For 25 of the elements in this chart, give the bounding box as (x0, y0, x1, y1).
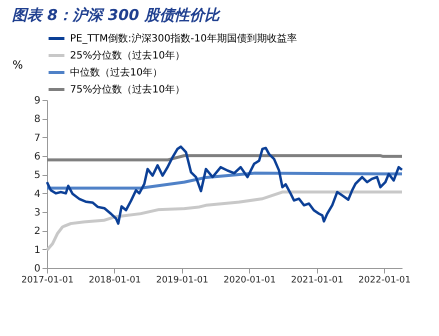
x-tick-label: 2018-01-01 (88, 276, 142, 286)
line-series (46, 190, 404, 252)
x-tick-label: 2021-01-01 (291, 276, 344, 286)
legend-label: 中位数（过去10年） (70, 66, 163, 78)
y-tick-label: 0 (34, 264, 40, 274)
line-series (46, 145, 404, 225)
y-tick-label: 1 (34, 244, 40, 256)
y-tick-label: 2 (34, 226, 40, 238)
y-tick-label: 5 (34, 170, 40, 182)
legend-label: 25%分位数（过去10年） (70, 50, 185, 62)
line-series (46, 172, 404, 190)
legend-label: PE_TTM倒数:沪深300指数-10年期国债到期收益率 (70, 32, 297, 44)
x-tick-label: 2017-01-01 (21, 276, 74, 286)
y-tick-label: 8 (34, 114, 40, 126)
x-tick-label: 2020-01-01 (223, 276, 276, 286)
y-tick-label: 6 (34, 152, 40, 162)
y-tick-label: 9 (34, 96, 40, 106)
y-tick-label: 3 (34, 208, 40, 218)
y-tick-label: 7 (34, 132, 40, 144)
chart-title: 图表 8：沪深 300 股债性价比 (12, 6, 222, 24)
y-axis-title: % (12, 58, 23, 72)
x-tick-label: 2022-01-01 (358, 276, 411, 286)
legend-label: 75%分位数（过去10年） (70, 84, 185, 96)
x-tick-label: 2019-01-01 (156, 276, 208, 286)
y-tick-label: 4 (34, 188, 40, 200)
